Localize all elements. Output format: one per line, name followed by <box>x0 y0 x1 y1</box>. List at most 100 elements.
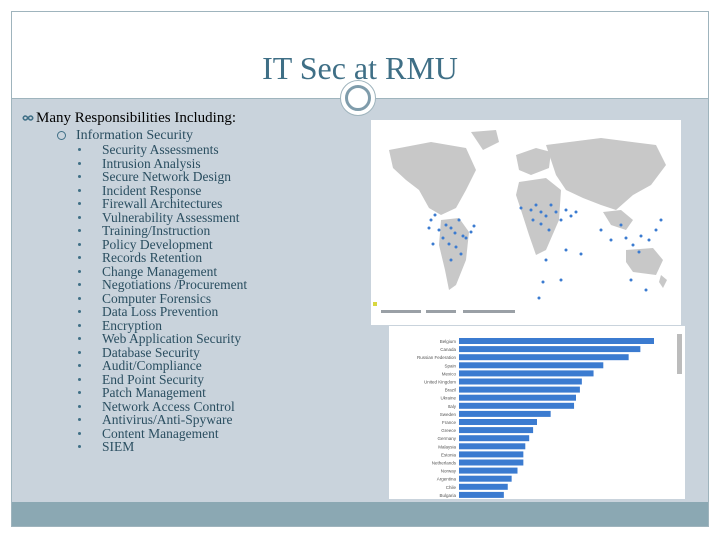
bar-label: Russian Federation <box>417 355 457 360</box>
bar-label: Norway <box>441 469 457 474</box>
bullet-dot-icon <box>78 418 81 421</box>
list-item: Vulnerability Assessment <box>78 210 247 225</box>
list-item: Security Assessments <box>78 143 247 157</box>
map-point <box>624 236 628 240</box>
map-point <box>544 258 548 262</box>
list-item-text: Records Retention <box>102 250 203 265</box>
map-point <box>447 242 451 246</box>
list-item: Encryption <box>78 318 247 333</box>
map-point <box>654 228 658 232</box>
list-item-text: Patch Management <box>102 385 206 400</box>
bullet-dot-icon <box>78 445 81 448</box>
bar <box>459 491 504 498</box>
bullet-dot-icon <box>78 310 81 313</box>
list-item-text: Audit/Compliance <box>102 358 202 373</box>
list-item-text: Policy Development <box>102 236 213 252</box>
sub-bullet: Information Security <box>57 128 193 144</box>
main-bullet: Many Responsibilities Including: <box>22 110 236 127</box>
map-point <box>429 218 433 222</box>
bar-label: Argentina <box>437 477 457 482</box>
bar-label: Italy <box>448 404 457 409</box>
bullet-dot-icon <box>78 215 81 219</box>
list-item-text: Secure Network Design <box>102 169 231 184</box>
list-item: Intrusion Analysis <box>78 155 247 171</box>
list-item: End Point Security <box>78 372 247 387</box>
bar <box>459 427 534 434</box>
bar-label: Brazil <box>445 388 456 393</box>
bullet-dot-icon <box>78 229 81 232</box>
map-point <box>461 234 465 238</box>
decorative-circle-icon <box>340 80 376 116</box>
list-item: Computer Forensics <box>78 291 247 306</box>
bar <box>459 435 530 442</box>
map-point <box>554 210 558 214</box>
bar <box>459 370 594 377</box>
bullet-dot-icon <box>78 202 81 205</box>
map-point <box>564 248 568 252</box>
bar-label: Spain <box>444 363 456 368</box>
map-point <box>472 224 476 228</box>
bar <box>459 467 518 474</box>
map-point <box>541 280 545 284</box>
bullet-dot-icon <box>78 256 81 259</box>
list-item: Database Security <box>78 345 247 360</box>
bar-label: Estonia <box>441 452 457 457</box>
list-item: Secure Network Design <box>78 170 247 184</box>
bar-label: Netherlands <box>432 461 457 466</box>
list-item: Negotiations /Procurement <box>78 278 247 292</box>
list-item-text: Incident Response <box>102 182 202 198</box>
list-item-text: Intrusion Analysis <box>102 155 201 171</box>
list-item: Change Management <box>78 264 247 279</box>
list-item-text: SIEM <box>102 439 135 454</box>
map-point <box>539 210 543 214</box>
map-point <box>537 296 541 300</box>
circle-bullet-icon <box>57 131 66 140</box>
bullet-dot-icon <box>78 283 81 286</box>
list-item: Web Application Security <box>78 332 247 346</box>
bullet-dot-icon <box>78 391 81 394</box>
list-item-text: Security Assessments <box>102 142 219 157</box>
bar <box>459 386 580 393</box>
bar <box>459 378 582 385</box>
map-point <box>639 234 643 238</box>
list-item-text: Data Loss Prevention <box>102 304 219 319</box>
bar-chart-image: Belgium Canada Russian Federation Spain Mexi… <box>389 326 685 499</box>
bullet-dot-icon <box>78 148 81 151</box>
bar-label: Greece <box>441 428 456 433</box>
bar <box>459 338 654 344</box>
bar <box>459 475 512 482</box>
list-item-text: Web Application Security <box>102 331 242 346</box>
list-item-text: Training/Instruction <box>102 223 211 238</box>
list-item-text: Antivirus/Anti-Spyware <box>102 412 233 427</box>
bar <box>459 419 537 425</box>
map-point <box>631 243 635 247</box>
map-point <box>534 203 538 207</box>
bar-label: United Kingdom <box>424 380 456 385</box>
bullet-dot-icon <box>78 323 81 327</box>
bar <box>459 451 524 458</box>
bullet-dot-icon <box>78 431 81 435</box>
list-item: Policy Development <box>78 236 247 252</box>
map-point <box>569 214 573 218</box>
bar <box>459 346 641 353</box>
map-point <box>437 228 441 232</box>
bullet-marker-icon <box>22 115 34 121</box>
bar-label: Canada <box>440 347 456 352</box>
slide-frame <box>11 11 709 527</box>
map-point <box>457 218 461 222</box>
map-point <box>464 236 468 240</box>
bullet-dot-icon <box>78 269 81 273</box>
bar <box>459 394 576 401</box>
map-point <box>431 242 435 246</box>
map-point <box>559 218 563 222</box>
map-point <box>564 208 568 212</box>
bar <box>459 410 551 417</box>
map-point <box>644 288 648 292</box>
bullet-dot-icon <box>78 364 81 367</box>
map-point <box>629 278 633 282</box>
list-item: Data Loss Prevention <box>78 305 247 319</box>
map-point <box>574 210 578 214</box>
map-point <box>454 245 458 249</box>
map-point <box>544 214 548 218</box>
